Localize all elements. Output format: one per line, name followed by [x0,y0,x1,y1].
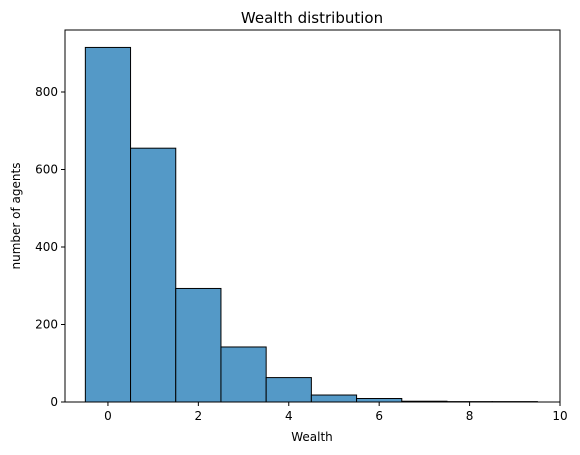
histogram-bar [130,147,177,403]
histogram-bar [84,46,132,403]
x-tick-label: 4 [285,409,293,423]
x-tick-label: 6 [375,409,383,423]
y-tick-label: 600 [35,163,58,177]
x-tick-label: 2 [195,409,203,423]
x-axis-label: Wealth [291,430,333,444]
plot-frame [64,29,561,403]
histogram-bar [220,346,267,403]
bars-group [84,46,538,403]
chart-title: Wealth distribution [241,9,383,27]
y-tick-label: 200 [35,318,58,332]
histogram-bar [356,398,403,403]
y-tick-label: 0 [50,395,58,409]
y-tick-label: 800 [35,85,58,99]
y-axis-label: number of agents [9,163,23,270]
histogram-bar [310,394,358,403]
x-tick-label: 0 [104,409,112,423]
x-tick-label: 8 [466,409,474,423]
y-axis: 0 200 400 600 800 [35,85,65,409]
x-tick-label: 10 [552,409,567,423]
y-tick-label: 400 [35,240,58,254]
histogram-bar [175,287,222,403]
histogram-bar [265,377,312,403]
x-axis: 0 2 4 6 8 10 [104,402,568,423]
